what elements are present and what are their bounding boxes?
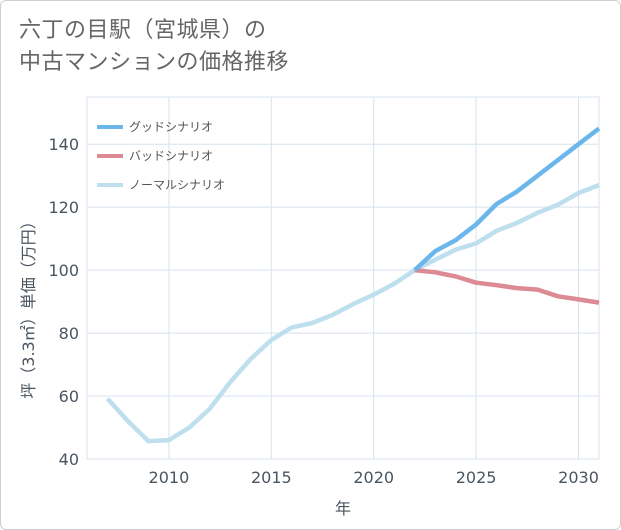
x-tick-label: 2025	[456, 468, 497, 487]
legend-item-good[interactable]: グッドシナリオ	[97, 120, 213, 134]
legend: グッドシナリオ バッドシナリオ ノーマルシナリオ	[97, 120, 225, 192]
series-bad-line	[414, 267, 600, 305]
legend-item-normal[interactable]: ノーマルシナリオ	[97, 178, 225, 192]
x-axis-title: 年	[335, 499, 351, 518]
plot-area	[86, 96, 600, 460]
series-good-line	[413, 126, 601, 272]
y-tick-label: 40	[59, 450, 79, 469]
x-tick-label: 2020	[353, 468, 394, 487]
y-tick-label: 60	[59, 387, 79, 406]
legend-label-good: グッドシナリオ	[129, 120, 213, 134]
x-tick-label: 2015	[251, 468, 292, 487]
chart-title-line-2: 中古マンションの価格推移	[19, 50, 290, 75]
y-tick-label: 140	[48, 135, 79, 154]
x-tick-label: 2030	[558, 468, 599, 487]
series-normal-line	[105, 183, 600, 444]
x-tick-labels: 2010 2015 2020 2025 2030	[149, 468, 599, 487]
x-tick-label: 2010	[149, 468, 190, 487]
y-tick-label: 100	[48, 261, 79, 280]
legend-item-bad[interactable]: バッドシナリオ	[97, 149, 213, 163]
chart-title: 六丁の目駅（宮城県）の 中古マンションの価格推移	[19, 15, 289, 79]
legend-label-normal: ノーマルシナリオ	[129, 178, 225, 192]
legend-label-bad: バッドシナリオ	[129, 149, 213, 163]
series-layer	[105, 126, 601, 444]
y-tick-label: 120	[48, 198, 79, 217]
chart-title-line-1: 六丁の目駅（宮城県）の	[19, 18, 267, 43]
y-tick-labels: 40 60 80 100 120 140	[48, 135, 79, 469]
y-axis-title: 坪（3.3㎡）単価（万円）	[19, 213, 38, 398]
y-tick-label: 80	[59, 324, 79, 343]
